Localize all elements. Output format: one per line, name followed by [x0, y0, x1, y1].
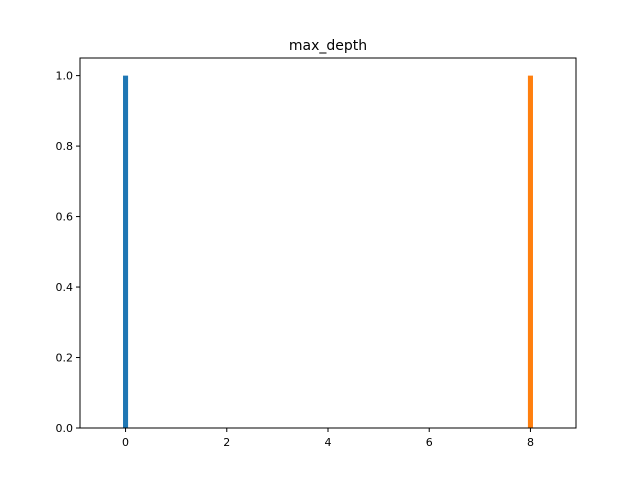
- bar-x-0: [123, 75, 129, 428]
- y-axis-ticks: 0.0 0.2 0.4 0.6 0.8 1.0: [56, 70, 80, 435]
- x-tick-label-4: 4: [325, 436, 332, 449]
- x-tick-label-2: 2: [223, 436, 230, 449]
- x-tick-label-0: 0: [122, 436, 129, 449]
- y-tick-label-1: 0.2: [56, 352, 74, 365]
- y-tick-label-0: 0.0: [56, 422, 74, 435]
- x-tick-label-8: 8: [527, 436, 534, 449]
- chart-title: max_depth: [289, 38, 367, 54]
- y-tick-label-3: 0.6: [56, 211, 74, 224]
- y-tick-label-2: 0.4: [56, 281, 74, 294]
- bar-x-8: [527, 75, 533, 428]
- x-axis-ticks: 0 2 4 6 8: [122, 428, 534, 449]
- y-tick-label-4: 0.8: [56, 140, 74, 153]
- x-tick-label-6: 6: [426, 436, 433, 449]
- bars-layer: [123, 75, 533, 428]
- y-tick-label-5: 1.0: [56, 70, 74, 83]
